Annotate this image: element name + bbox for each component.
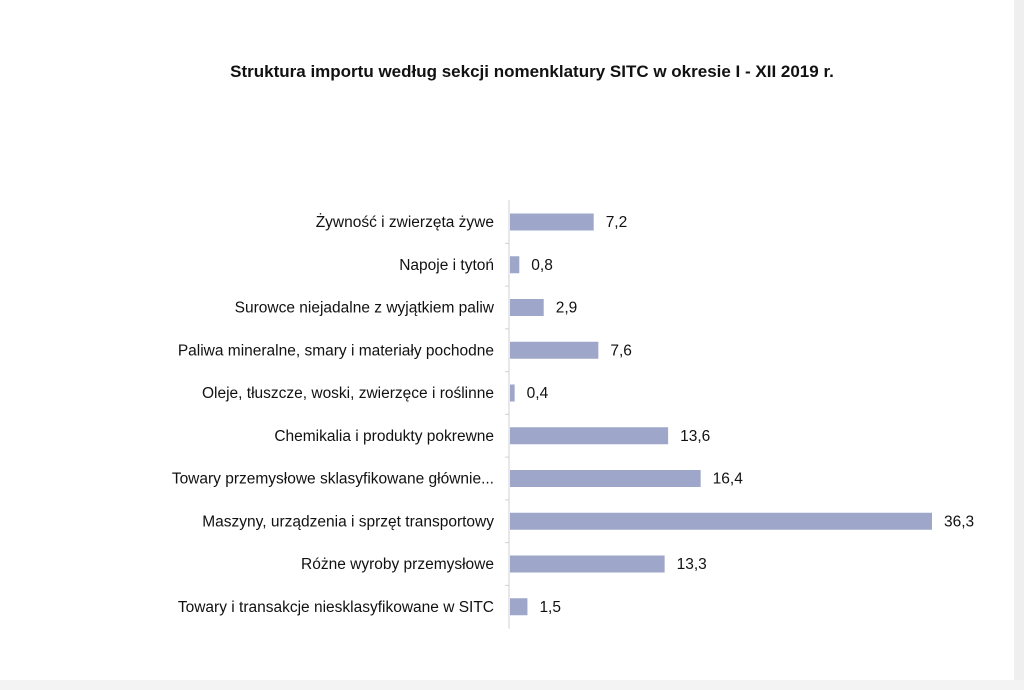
bar-10 [510,598,528,616]
bar-7 [510,470,701,487]
category-label: Żywność i zwierzęta żywe [316,213,494,231]
category-label: Napoje i tytoń [399,257,494,274]
bar-9 [510,555,665,573]
category-label: Oleje, tłuszcze, woski, zwierzęce i rośl… [202,385,494,402]
bar-1 [510,213,594,231]
value-label: 0,8 [531,257,553,274]
category-label: Towary przemysłowe sklasyfikowane główni… [172,471,494,488]
bar-5 [510,384,515,402]
value-label: 13,3 [677,556,707,573]
value-label: 1,5 [539,599,561,616]
value-label: 16,4 [713,471,744,488]
category-label: Towary i transakcje niesklasyfikowane w … [178,599,494,616]
chart-title: Struktura importu według sekcji nomenkla… [230,62,834,81]
category-label: Paliwa mineralne, smary i materiały poch… [178,342,494,359]
bar-4 [510,341,599,359]
bar-6 [510,427,669,445]
page-edge-right [1014,0,1024,690]
value-label: 7,6 [610,342,632,359]
value-label: 0,4 [527,385,549,402]
bar-2 [510,256,520,274]
page-edge-bottom [0,680,1024,690]
category-label: Chemikalia i produkty pokrewne [274,428,494,445]
value-label: 7,2 [606,214,628,231]
value-label: 36,3 [944,513,974,530]
bar-3 [510,299,544,316]
category-label: Maszyny, urządzenia i sprzęt transportow… [202,513,494,530]
category-label: Surowce niejadalne z wyjątkiem paliw [235,300,495,317]
category-label: Różne wyroby przemysłowe [301,556,494,573]
bar-8 [510,512,932,530]
value-label: 13,6 [680,428,710,445]
value-label: 2,9 [556,300,578,317]
